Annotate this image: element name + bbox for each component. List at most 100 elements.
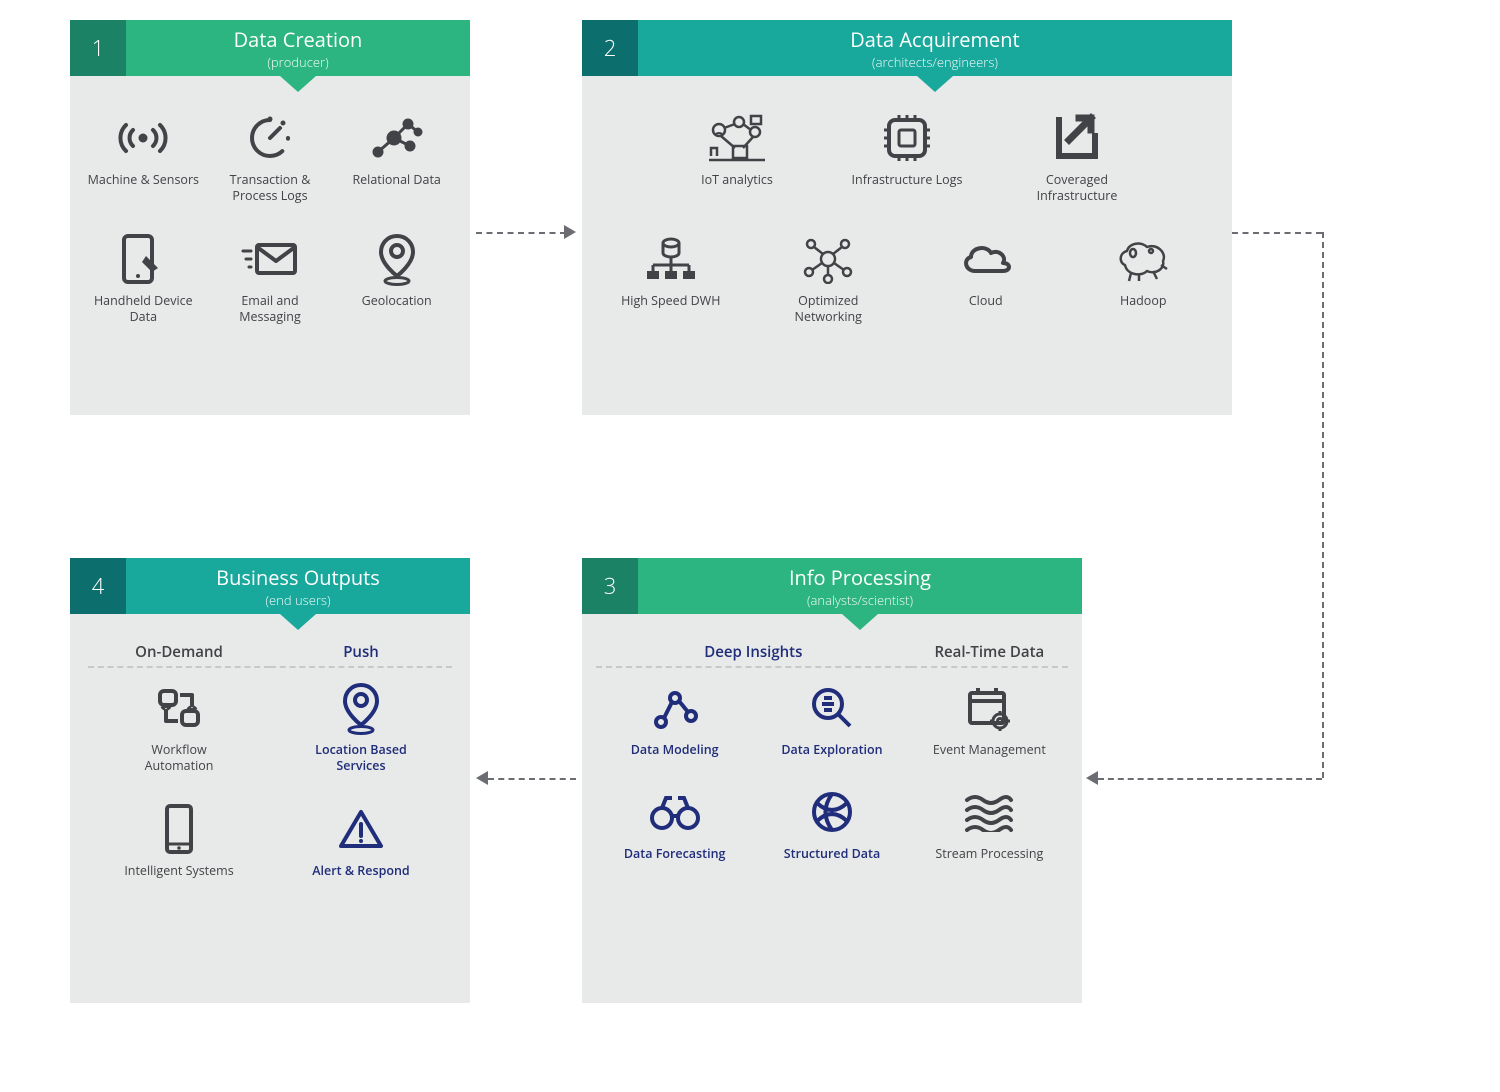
arrow-p2-p3-seg1 <box>1232 232 1322 234</box>
arrow-p2-p3-seg2 <box>1322 232 1324 778</box>
group-push: Push Location Based Services Alert & Res… <box>270 642 452 879</box>
panel-number-box: 3 <box>582 558 638 614</box>
relational-icon <box>367 110 427 166</box>
item-label: Optimized Networking <box>768 293 888 324</box>
model-icon <box>645 680 705 736</box>
arrow-p3-p4 <box>488 778 576 780</box>
item-handheld-device: Handheld Device Data <box>83 231 203 324</box>
item-label: Location Based Services <box>301 742 421 773</box>
panel-title-box: Data Acquirement (architects/engineers) <box>638 20 1232 76</box>
network-icon <box>798 231 858 287</box>
item-geolocation: Geolocation <box>362 231 432 309</box>
panel-title: Data Creation <box>234 26 363 53</box>
item-stream-processing: Stream Processing <box>935 784 1043 862</box>
item-label: Transaction & Process Logs <box>210 172 330 203</box>
touch-device-icon <box>113 231 173 287</box>
signal-icon <box>113 110 173 166</box>
geo-pin2-icon <box>331 680 391 736</box>
item-label: Handheld Device Data <box>83 293 203 324</box>
arrow-head-icon <box>1086 771 1098 785</box>
item-high-speed-dwh: High Speed DWH <box>621 231 720 309</box>
dwh-icon <box>641 231 701 287</box>
item-machine-sensors: Machine & Sensors <box>88 110 199 188</box>
item-intelligent-systems: Intelligent Systems <box>124 801 233 879</box>
panel-body: On-Demand Workflow Automation Intelligen… <box>70 614 470 889</box>
panel-number-box: 4 <box>70 558 126 614</box>
item-label: IoT analytics <box>701 172 773 188</box>
item-label: Data Modeling <box>631 742 719 758</box>
panel-title-box: Business Outputs (end users) <box>126 558 470 614</box>
panel-number-box: 1 <box>70 20 126 76</box>
panel-subtitle: (analysts/scientist) <box>807 591 913 609</box>
panel-subtitle: (architects/engineers) <box>872 53 998 71</box>
panel-number: 4 <box>92 571 105 601</box>
item-label: Alert & Respond <box>312 863 409 879</box>
item-transaction-logs: Transaction & Process Logs <box>210 110 330 203</box>
panel-subtitle: (end users) <box>266 591 331 609</box>
panel-header: 2 Data Acquirement (architects/engineers… <box>582 20 1232 76</box>
item-label: Machine & Sensors <box>88 172 199 188</box>
panel-header: 4 Business Outputs (end users) <box>70 558 470 614</box>
panel-number-box: 2 <box>582 20 638 76</box>
timer-icon <box>240 110 300 166</box>
item-infrastructure-logs: Infrastructure Logs <box>852 110 963 188</box>
panel-subtitle: (producer) <box>267 53 328 71</box>
panel-number: 2 <box>604 33 617 63</box>
panel-business-outputs: 4 Business Outputs (end users) #p4title:… <box>70 558 470 1003</box>
item-cloud: Cloud <box>956 231 1016 309</box>
panel-data-acquirement: 2 Data Acquirement (architects/engineers… <box>582 20 1232 415</box>
iot-icon <box>707 110 767 166</box>
arrow-p1-p2 <box>476 232 566 234</box>
waves-icon <box>959 784 1019 840</box>
item-label: Hadoop <box>1120 293 1167 309</box>
item-structured-data: Structured Data <box>784 784 880 862</box>
group-header: Deep Insights <box>596 642 911 668</box>
arrow-head-icon <box>476 771 488 785</box>
arrow-p2-p3-seg3 <box>1098 778 1322 780</box>
item-label: Geolocation <box>362 293 432 309</box>
email-icon <box>240 231 300 287</box>
item-label: Stream Processing <box>935 846 1043 862</box>
item-event-management: Event Management <box>933 680 1046 758</box>
panel-body: Deep Insights Data Modeling Data Explora… <box>582 614 1082 871</box>
group-deep-insights: Deep Insights Data Modeling Data Explora… <box>596 642 911 861</box>
panel-header: 3 Info Processing (analysts/scientist) <box>582 558 1082 614</box>
globe-icon <box>802 784 862 840</box>
panel-title-box: Data Creation (producer) .panel:nth-of-t… <box>126 20 470 76</box>
item-label: Workflow Automation <box>119 742 239 773</box>
item-label: Data Exploration <box>781 742 882 758</box>
item-optimized-networking: Optimized Networking <box>768 231 888 324</box>
panel-body: Machine & Sensors Transaction & Process … <box>70 76 470 335</box>
panel-number: 1 <box>92 33 105 63</box>
item-workflow-automation: Workflow Automation <box>119 680 239 773</box>
item-hadoop: Hadoop <box>1113 231 1173 309</box>
panel-header: 1 Data Creation (producer) .panel:nth-of… <box>70 20 470 76</box>
group-header: Push <box>270 642 452 668</box>
item-email-messaging: Email and Messaging <box>210 231 330 324</box>
item-label: Data Forecasting <box>624 846 726 862</box>
binoculars-icon <box>645 784 705 840</box>
item-relational-data: Relational Data <box>352 110 440 188</box>
item-label: Email and Messaging <box>210 293 330 324</box>
chip-icon <box>877 110 937 166</box>
calendar-gear-icon <box>959 680 1019 736</box>
item-coveraged-infrastructure: Coveraged Infrastructure <box>1017 110 1137 203</box>
item-data-modeling: Data Modeling <box>631 680 719 758</box>
group-header: On-Demand <box>88 642 270 668</box>
phone-icon <box>149 801 209 857</box>
arrow-head-icon <box>564 225 576 239</box>
item-label: Cloud <box>969 293 1003 309</box>
item-label: Relational Data <box>352 172 440 188</box>
panel-body: IoT analytics Infrastructure Logs Covera… <box>582 76 1232 335</box>
item-label: Intelligent Systems <box>124 863 233 879</box>
item-alert-respond: Alert & Respond <box>312 801 409 879</box>
panel-title: Business Outputs <box>216 564 380 591</box>
panel-title-box: Info Processing (analysts/scientist) <box>638 558 1082 614</box>
panel-info-processing: 3 Info Processing (analysts/scientist) #… <box>582 558 1082 1003</box>
hadoop-icon <box>1113 231 1173 287</box>
panel-title: Info Processing <box>789 564 931 591</box>
explore-icon <box>802 680 862 736</box>
workflow-icon <box>149 680 209 736</box>
item-data-forecasting: Data Forecasting <box>624 784 726 862</box>
geo-pin-icon <box>367 231 427 287</box>
